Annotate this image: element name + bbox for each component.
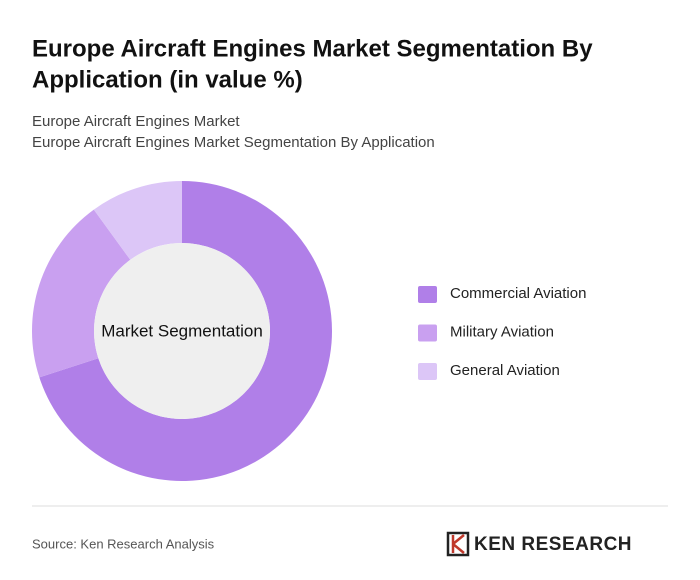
subtitle: Europe Aircraft Engines Market Segmentat…: [32, 134, 435, 151]
legend-swatch: [418, 324, 437, 342]
legend-swatch: [418, 286, 437, 303]
legend-label: Commercial Aviation: [450, 285, 586, 302]
donut-hole: [94, 243, 270, 419]
donut-segment: [39, 181, 332, 482]
legend-label: General Aviation: [450, 362, 560, 379]
chart-title: Europe Aircraft Engines Market Segmentat…: [32, 35, 593, 62]
legend: Commercial Aviation Military Aviation Gene…: [418, 285, 586, 380]
legend-label: Military Aviation: [450, 323, 554, 340]
donut-segment: [31, 209, 131, 378]
logo-icon: [446, 531, 470, 557]
donut-segment: [93, 181, 182, 260]
chart-title: Application (in value %): [32, 66, 303, 93]
donut: [31, 181, 332, 482]
source: Source: Ken Research Analysis: [32, 536, 215, 551]
center-label: Market Segmentation: [101, 321, 263, 340]
legend-swatch: [418, 363, 437, 380]
logo-text: KEN RESEARCH: [474, 534, 632, 555]
subtitle: Europe Aircraft Engines Market: [32, 113, 240, 130]
